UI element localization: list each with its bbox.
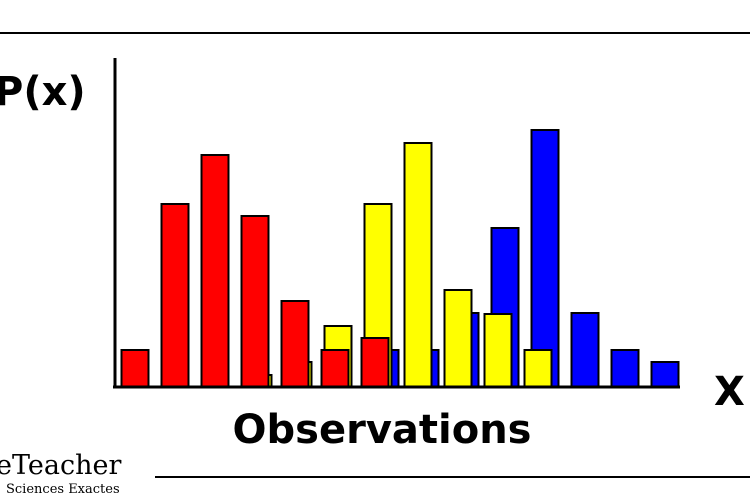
brand-subtitle: Sciences Exactes [6, 482, 120, 497]
bar [483, 313, 513, 388]
bar [403, 142, 433, 388]
y-axis-label: P(x) [0, 69, 86, 115]
bar [530, 129, 560, 388]
bar [360, 337, 390, 388]
brand-title: eTeacher [0, 450, 121, 481]
x-axis-label: X [714, 369, 745, 415]
bar [280, 300, 310, 388]
bar [570, 312, 600, 388]
bar [610, 349, 640, 388]
caption: Observations [233, 407, 532, 453]
bars [120, 129, 680, 388]
bar [523, 349, 553, 388]
bar [240, 215, 270, 388]
bar [120, 349, 150, 388]
bar [320, 349, 350, 388]
bar [200, 154, 230, 388]
bar [650, 361, 680, 388]
bar [443, 289, 473, 388]
bar [160, 203, 190, 388]
